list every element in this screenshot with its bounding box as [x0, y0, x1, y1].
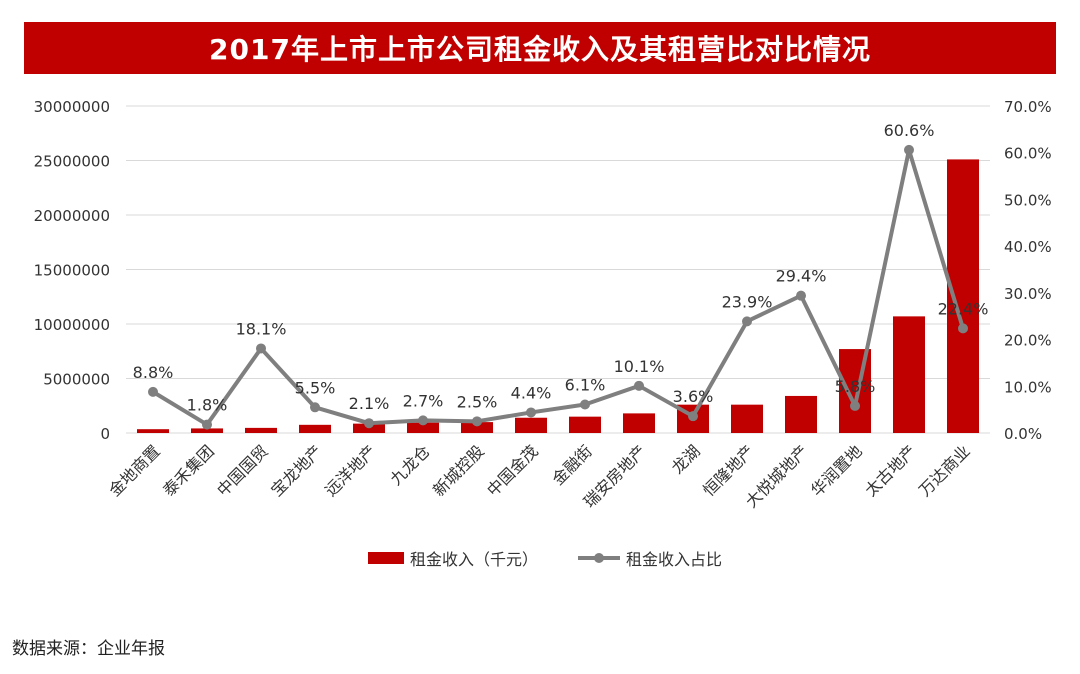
legend: 租金收入（千元） 租金收入占比: [368, 550, 722, 569]
source-note: 数据来源：企业年报: [12, 639, 165, 659]
data-label: 6.1%: [565, 376, 606, 395]
bar: [785, 395, 817, 433]
data-label: 2.1%: [349, 394, 390, 413]
legend-line-marker: [594, 553, 604, 563]
line-point: [850, 400, 860, 411]
data-label: 1.8%: [187, 396, 228, 415]
x-tick-label: 万达商业: [915, 441, 974, 500]
bar: [245, 427, 277, 433]
line-point: [310, 402, 320, 413]
right-tick-label: 30.0%: [1004, 285, 1052, 303]
x-tick-label: 远洋地产: [321, 441, 380, 500]
left-tick-label: 20000000: [34, 207, 110, 225]
bar: [191, 428, 223, 433]
data-label: 29.4%: [776, 267, 827, 286]
legend-bar-swatch: [368, 552, 404, 564]
right-tick-label: 40.0%: [1004, 238, 1052, 256]
x-axis-labels: 金地商置泰禾集团中国国贸宝龙地产远洋地产 九龙仓新城控股中国金茂 金融街瑞安房地产龙…: [105, 441, 974, 511]
right-axis: 0.0% 10.0% 20.0% 30.0% 40.0% 50.0% 60.0% 70.0%: [1004, 98, 1052, 443]
left-tick-label: 0: [100, 425, 110, 443]
x-tick-label: 中国金茂: [483, 441, 542, 500]
data-label: 8.8%: [133, 363, 174, 382]
line-point: [472, 416, 482, 427]
line-point: [796, 290, 806, 301]
left-tick-label: 30000000: [34, 98, 110, 116]
data-label: 22.4%: [938, 299, 989, 318]
right-tick-label: 10.0%: [1004, 378, 1052, 396]
data-label: 5.8%: [835, 377, 876, 396]
x-tick-label: 九龙仓: [386, 441, 433, 488]
bar: [623, 413, 655, 433]
data-label: 18.1%: [236, 319, 287, 338]
data-label: 2.7%: [403, 391, 444, 410]
line-point: [202, 419, 212, 430]
bar: [461, 422, 493, 433]
line-point: [688, 411, 698, 422]
x-tick-label: 金地商置: [105, 441, 164, 500]
right-tick-label: 20.0%: [1004, 332, 1052, 350]
bar: [515, 417, 547, 433]
line-point: [634, 380, 644, 391]
line-point: [742, 316, 752, 327]
left-tick-label: 5000000: [43, 371, 110, 389]
x-tick-label: 太古地产: [861, 441, 920, 500]
bar: [893, 316, 925, 433]
data-label: 5.5%: [295, 378, 336, 397]
data-label: 60.6%: [884, 121, 935, 140]
right-tick-label: 0.0%: [1004, 425, 1042, 443]
x-tick-label: 华润置地: [807, 441, 866, 500]
bar: [569, 416, 601, 433]
x-tick-label: 金融街: [548, 441, 595, 488]
data-label: 10.1%: [614, 357, 665, 376]
line-point: [580, 399, 590, 410]
right-tick-label: 70.0%: [1004, 98, 1052, 116]
right-tick-label: 50.0%: [1004, 191, 1052, 209]
data-label: 2.5%: [457, 392, 498, 411]
left-tick-label: 15000000: [34, 262, 110, 280]
data-label: 4.4%: [511, 383, 552, 402]
line-point: [364, 418, 374, 429]
bar: [407, 422, 439, 433]
x-tick-label: 龙湖: [668, 441, 704, 477]
right-tick-label: 60.0%: [1004, 145, 1052, 163]
bar: [137, 429, 169, 433]
line-point: [256, 343, 266, 354]
line-point: [526, 407, 536, 418]
x-tick-label: 宝龙地产: [267, 441, 326, 500]
x-tick-label: 泰禾集团: [159, 441, 218, 500]
x-tick-label: 中国国贸: [213, 441, 272, 500]
data-label: 3.6%: [673, 387, 714, 406]
combo-chart: 0 5000000 10000000 15000000 20000000 25000000…: [34, 98, 1052, 569]
series-line: [151, 147, 965, 427]
x-tick-label: 新城控股: [429, 441, 488, 500]
bar: [731, 404, 763, 433]
bar: [353, 423, 385, 433]
bar-series: [137, 159, 979, 433]
legend-line-label: 租金收入占比: [626, 550, 722, 569]
chart-title: 2017年上市上市公司租金收入及其租营比对比情况: [24, 22, 1056, 74]
line-point: [148, 386, 158, 397]
line-series: 8.8% 1.8% 18.1% 5.5% 2.1% 2.7% 2.5% 4.4% 6.1% 10.…: [133, 121, 989, 430]
line-point: [418, 415, 428, 426]
line-point: [958, 323, 968, 334]
left-axis: 0 5000000 10000000 15000000 20000000 25000000…: [34, 98, 110, 443]
data-label: 23.9%: [722, 292, 773, 311]
line-point: [904, 144, 914, 155]
legend-bar-label: 租金收入（千元）: [410, 550, 538, 569]
left-tick-label: 10000000: [34, 316, 110, 334]
bar: [299, 424, 331, 433]
left-tick-label: 25000000: [34, 153, 110, 171]
